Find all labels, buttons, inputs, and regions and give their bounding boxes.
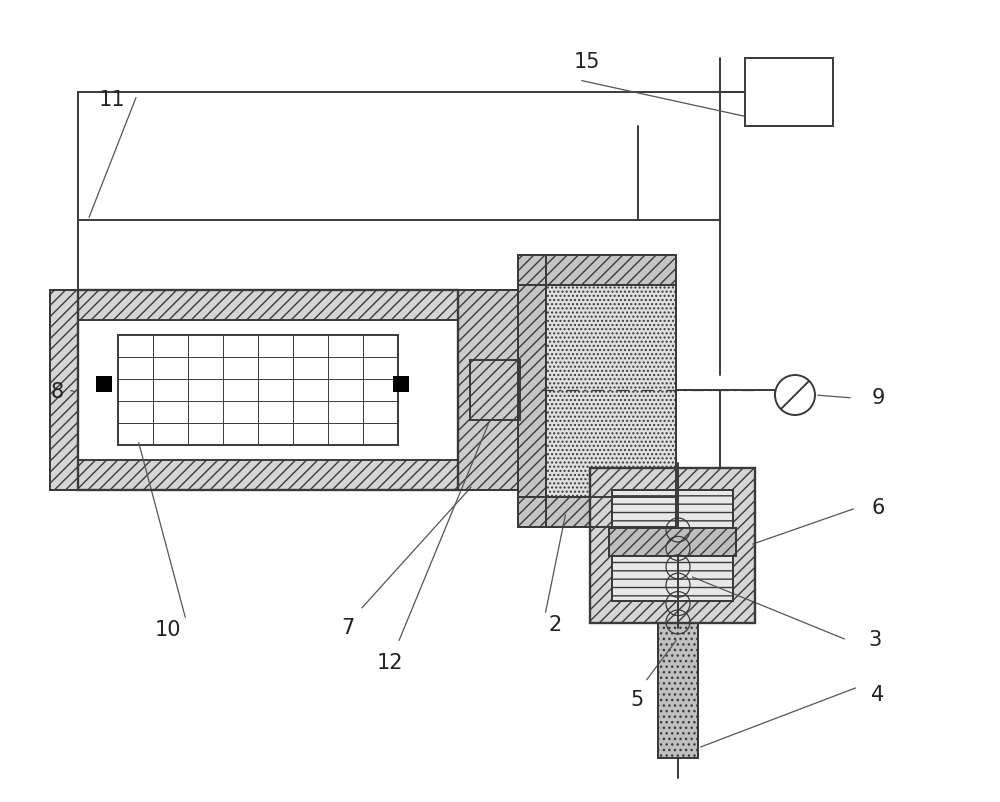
Text: 15: 15	[574, 52, 600, 72]
Text: 3: 3	[868, 630, 882, 650]
Bar	[590, 468, 755, 623]
Bar	[518, 497, 676, 527]
Bar	[612, 490, 733, 601]
Bar	[50, 290, 78, 490]
Text: 5: 5	[630, 690, 644, 710]
Bar	[546, 255, 676, 527]
Text: 9: 9	[871, 388, 885, 408]
Bar	[78, 290, 458, 490]
Text: 2: 2	[548, 615, 562, 635]
Text: 7: 7	[341, 618, 355, 638]
Bar	[470, 360, 520, 420]
Bar	[518, 255, 676, 285]
Bar	[546, 255, 676, 527]
Bar	[658, 623, 698, 758]
Bar	[78, 460, 458, 490]
Text: 4: 4	[871, 685, 885, 705]
Text: 8: 8	[50, 382, 64, 402]
Bar	[518, 255, 676, 285]
Bar	[96, 376, 112, 392]
Bar	[458, 290, 518, 490]
Text: 12: 12	[377, 653, 403, 673]
Bar	[518, 255, 546, 527]
Bar	[518, 497, 676, 527]
Bar	[78, 290, 458, 320]
Bar	[609, 528, 736, 556]
Bar	[590, 468, 755, 623]
Bar	[745, 58, 833, 126]
Bar	[50, 290, 78, 490]
Text: 10: 10	[155, 620, 181, 640]
Bar	[658, 623, 698, 758]
Text: 6: 6	[871, 498, 885, 518]
Bar	[118, 335, 398, 445]
Bar	[458, 290, 518, 490]
Bar	[518, 255, 546, 527]
Text: 11: 11	[99, 90, 125, 110]
Bar	[612, 490, 733, 601]
Bar	[609, 528, 736, 556]
Bar	[393, 376, 409, 392]
